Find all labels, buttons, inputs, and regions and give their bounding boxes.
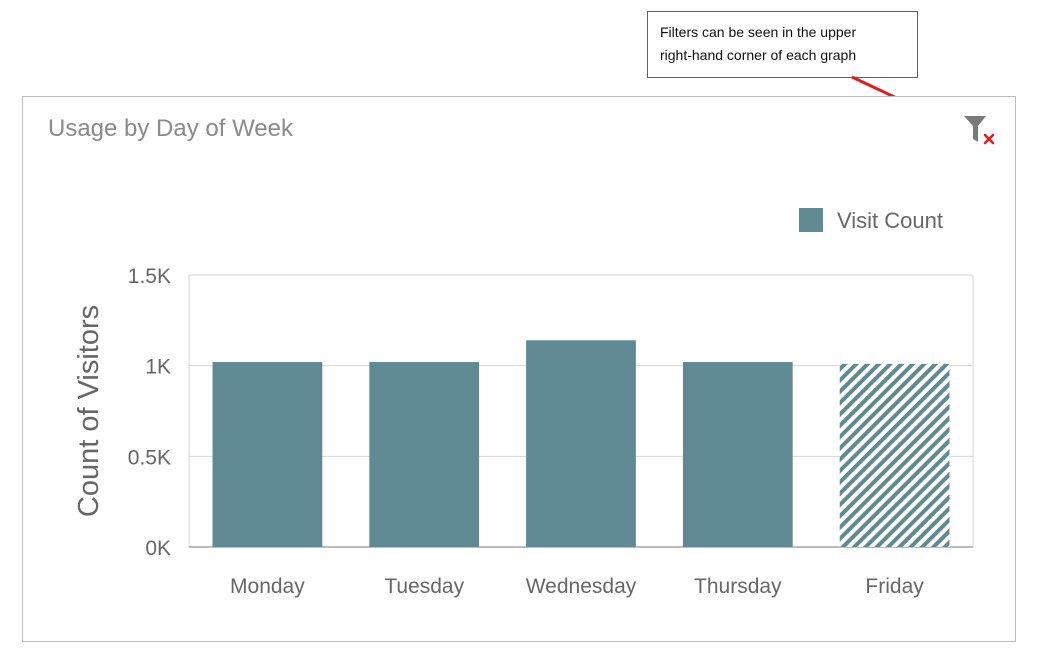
legend-swatch [799, 208, 823, 232]
bar-monday[interactable] [212, 362, 323, 547]
bar-chart: 0K 0.5K 1K 1.5K Count of Visitors Monday Tuesd… [73, 208, 974, 598]
filter-clear-icon [964, 116, 995, 145]
annotation-callout: Filters can be seen in the upper right-h… [647, 11, 918, 78]
y-tick-label: 0.5K [128, 446, 171, 469]
bar-tuesday[interactable] [369, 362, 480, 547]
y-tick-label: 0K [145, 537, 171, 560]
y-tick-label: 1.5K [128, 265, 171, 288]
bar-wednesday[interactable] [526, 340, 636, 547]
x-tick-label: Tuesday [384, 575, 464, 598]
x-tick-label: Monday [230, 575, 305, 598]
bar-thursday[interactable] [682, 362, 793, 547]
legend-label[interactable]: Visit Count [837, 208, 943, 233]
y-tick-label: 1K [145, 356, 171, 379]
panel-title: Usage by Day of Week [48, 115, 294, 142]
callout-text-line-1: Filters can be seen in the upper [660, 24, 857, 40]
chart-panel: Usage by Day of Week 0K 0.5K 1K 1.5K Count o… [22, 96, 1016, 642]
callout-text-line-2: right-hand corner of each graph [660, 47, 857, 63]
clear-filter-button[interactable] [961, 111, 1001, 151]
x-tick-label: Wednesday [526, 575, 637, 598]
y-axis-title: Count of Visitors [73, 305, 105, 517]
x-tick-label: Friday [865, 575, 924, 598]
x-tick-label: Thursday [694, 575, 782, 598]
bar-friday[interactable] [839, 363, 950, 547]
